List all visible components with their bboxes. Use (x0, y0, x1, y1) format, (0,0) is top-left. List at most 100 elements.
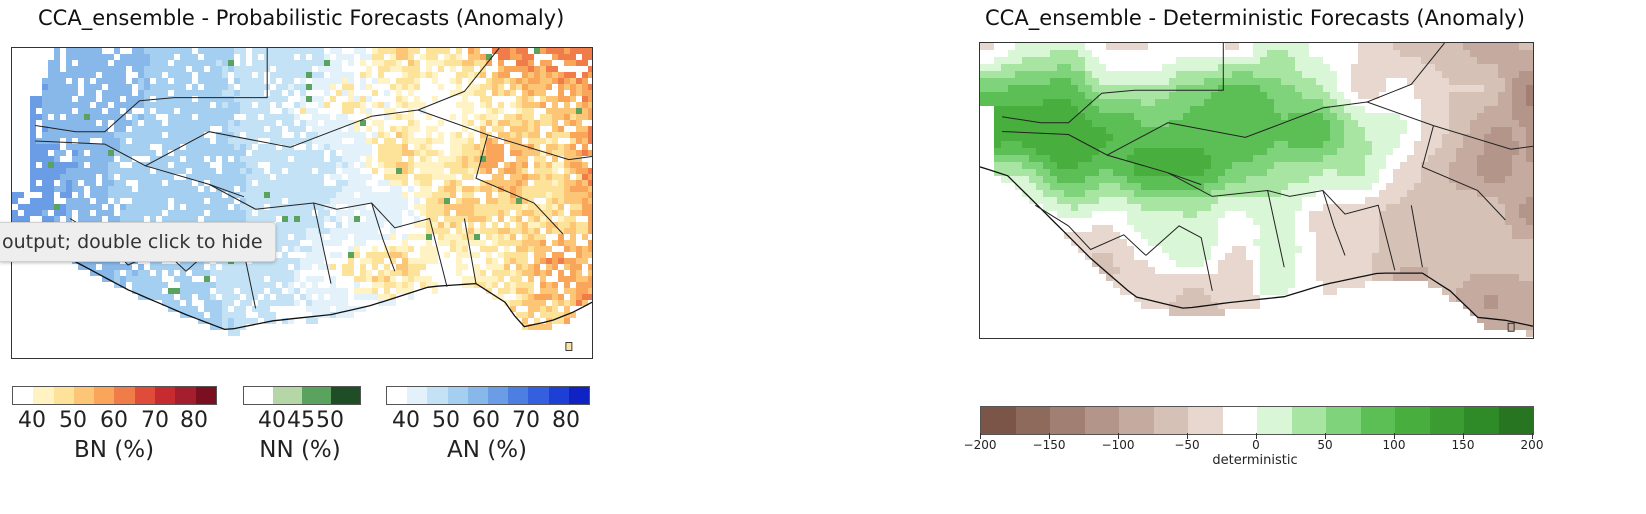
probability-cell (288, 78, 294, 84)
probability-cell (144, 276, 150, 282)
anomaly-cell (1148, 71, 1155, 78)
anomaly-cell (1407, 218, 1414, 225)
probability-cell (510, 258, 516, 264)
probability-cell (300, 96, 306, 102)
probability-cell (198, 156, 204, 162)
anomaly-cell (1099, 120, 1106, 127)
anomaly-cell (1421, 120, 1428, 127)
probability-cell (234, 72, 240, 78)
anomaly-cell (1183, 113, 1190, 120)
probability-cell (54, 78, 60, 84)
anomaly-cell (1099, 232, 1106, 239)
probability-cell (162, 198, 168, 204)
probability-cell (348, 102, 354, 108)
probability-cell (426, 168, 432, 174)
probability-cell (258, 210, 264, 216)
probability-cell (426, 210, 432, 216)
anomaly-cell (1463, 148, 1470, 155)
probability-cell (468, 234, 474, 240)
probability-cell (120, 66, 126, 72)
anomaly-cell (1036, 141, 1043, 148)
probability-cell (522, 174, 528, 180)
probability-cell (402, 246, 408, 252)
anomaly-cell (980, 78, 987, 85)
anomaly-cell (1498, 71, 1505, 78)
anomaly-cell (980, 43, 987, 50)
probability-cell (306, 210, 312, 216)
probability-cell (198, 138, 204, 144)
anomaly-cell (1246, 141, 1253, 148)
probability-cell (222, 96, 228, 102)
probability-cell (186, 120, 192, 126)
probability-cell (312, 306, 318, 312)
probability-cell (522, 294, 528, 300)
probability-cell (522, 108, 528, 114)
anomaly-cell (1260, 155, 1267, 162)
probability-cell (294, 300, 300, 306)
probability-cell (456, 132, 462, 138)
anomaly-cell (1526, 78, 1533, 85)
probability-cell (102, 270, 108, 276)
anomaly-cell (1239, 64, 1246, 71)
probability-cell (42, 162, 48, 168)
probability-cell (486, 216, 492, 222)
probability-cell (288, 276, 294, 282)
probability-cell (162, 264, 168, 270)
probability-cell (246, 138, 252, 144)
anomaly-cell (1274, 50, 1281, 57)
anomaly-cell (1407, 176, 1414, 183)
probability-cell (480, 84, 486, 90)
probability-cell (216, 312, 222, 318)
probability-cell (342, 294, 348, 300)
probability-cell (450, 180, 456, 186)
probability-cell (216, 216, 222, 222)
probability-cell (222, 60, 228, 66)
anomaly-cell (980, 92, 987, 99)
probability-cell (216, 186, 222, 192)
anomaly-cell (1442, 183, 1449, 190)
probability-cell (528, 288, 534, 294)
probability-cell (258, 144, 264, 150)
probability-cell (426, 252, 432, 258)
anomaly-cell (1190, 169, 1197, 176)
probability-cell (138, 144, 144, 150)
probability-cell (108, 90, 114, 96)
probability-cell (252, 78, 258, 84)
anomaly-cell (1456, 155, 1463, 162)
probability-cell (246, 84, 252, 90)
probability-cell (354, 252, 360, 258)
anomaly-cell (1330, 148, 1337, 155)
anomaly-cell (1120, 162, 1127, 169)
probability-cell (108, 174, 114, 180)
probability-cell (168, 216, 174, 222)
probability-cell (540, 240, 546, 246)
anomaly-cell (1141, 197, 1148, 204)
probability-cell (468, 132, 474, 138)
probability-cell (252, 126, 258, 132)
anomaly-cell (1169, 148, 1176, 155)
probability-cell (384, 162, 390, 168)
anomaly-cell (1029, 141, 1036, 148)
probability-cell (42, 132, 48, 138)
probability-cell (570, 84, 576, 90)
probability-cell (156, 108, 162, 114)
anomaly-cell (1477, 64, 1484, 71)
probability-cell (576, 168, 582, 174)
anomaly-cell (1092, 113, 1099, 120)
anomaly-cell (1281, 169, 1288, 176)
probability-cell (54, 96, 60, 102)
probability-cell (402, 162, 408, 168)
probability-cell (114, 60, 120, 66)
probability-cell (294, 174, 300, 180)
probability-cell (150, 180, 156, 186)
anomaly-cell (1092, 99, 1099, 106)
probability-cell (132, 66, 138, 72)
anomaly-cell (1162, 71, 1169, 78)
anomaly-cell (1330, 85, 1337, 92)
anomaly-cell (1512, 162, 1519, 169)
anomaly-cell (1267, 204, 1274, 211)
anomaly-cell (1225, 134, 1232, 141)
anomaly-cell (1225, 183, 1232, 190)
anomaly-cell (1351, 71, 1358, 78)
probability-cell (168, 306, 174, 312)
